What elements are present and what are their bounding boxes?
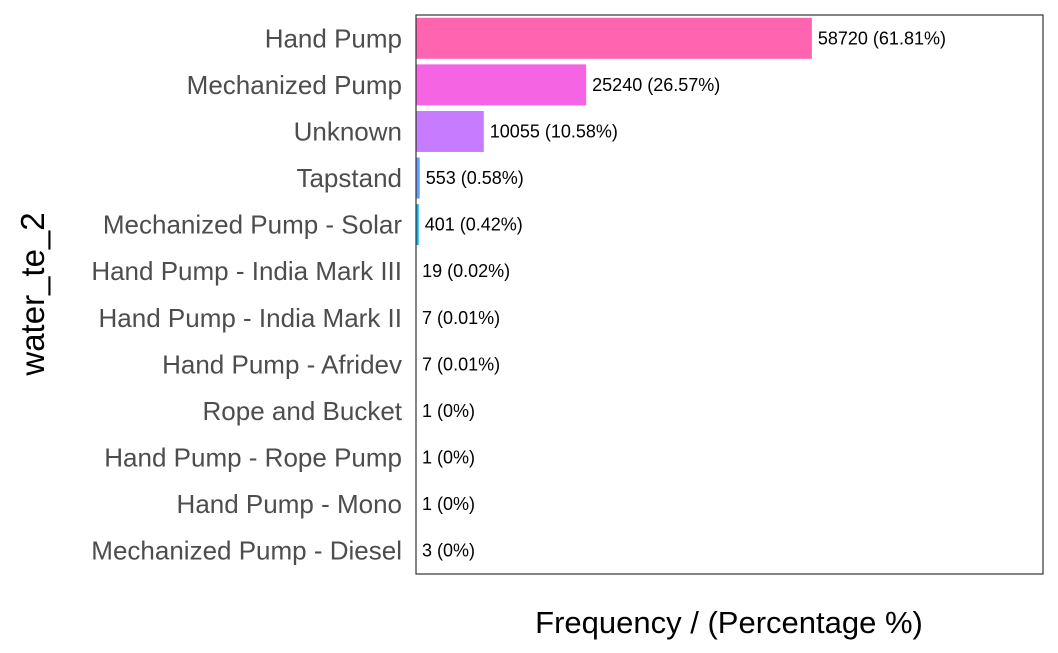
bar-value-label: 25240 (26.57%) — [592, 75, 720, 95]
bar-value-label: 1 (0%) — [422, 401, 475, 421]
category-label: Unknown — [294, 116, 402, 146]
category-label: Hand Pump - India Mark III — [91, 256, 402, 286]
bar-value-label: 7 (0.01%) — [422, 308, 500, 328]
bar — [416, 64, 587, 106]
category-label: Mechanized Pump - Solar — [103, 210, 402, 240]
bar-value-label: 401 (0.42%) — [425, 215, 523, 235]
y-axis-title: water_te_2 — [14, 212, 51, 376]
bar — [416, 17, 812, 59]
bar-value-label: 19 (0.02%) — [422, 261, 510, 281]
category-label: Mechanized Pump — [187, 70, 402, 100]
bar-value-label: 1 (0%) — [422, 448, 475, 468]
bar-value-labels: 58720 (61.81%) 25240 (26.57%) 10055 (10.58… — [422, 28, 946, 560]
category-label: Rope and Bucket — [203, 396, 403, 426]
bar — [416, 204, 419, 246]
bar-value-label: 7 (0.01%) — [422, 354, 500, 374]
category-label: Mechanized Pump - Diesel — [91, 536, 402, 566]
category-label: Hand Pump — [265, 23, 402, 53]
bar-value-label: 58720 (61.81%) — [818, 28, 946, 48]
x-axis-title: Frequency / (Percentage %) — [535, 605, 923, 640]
bar-value-label: 10055 (10.58%) — [490, 121, 618, 141]
bar-value-label: 553 (0.58%) — [426, 168, 524, 188]
category-label: Hand Pump - Mono — [177, 489, 402, 519]
plot-panel-border — [415, 14, 1044, 575]
category-label: Hand Pump - Rope Pump — [104, 443, 402, 473]
bars-layer — [416, 17, 812, 572]
bar — [416, 110, 484, 152]
bar-value-label: 3 (0%) — [422, 541, 475, 561]
category-labels: Hand Pump Mechanized Pump Unknown Tapstand M… — [91, 23, 402, 565]
bar — [416, 157, 420, 199]
category-label: Hand Pump - Afridev — [162, 349, 402, 379]
category-label: Hand Pump - India Mark II — [99, 303, 402, 333]
category-label: Tapstand — [296, 163, 402, 193]
bar-value-label: 1 (0%) — [422, 494, 475, 514]
